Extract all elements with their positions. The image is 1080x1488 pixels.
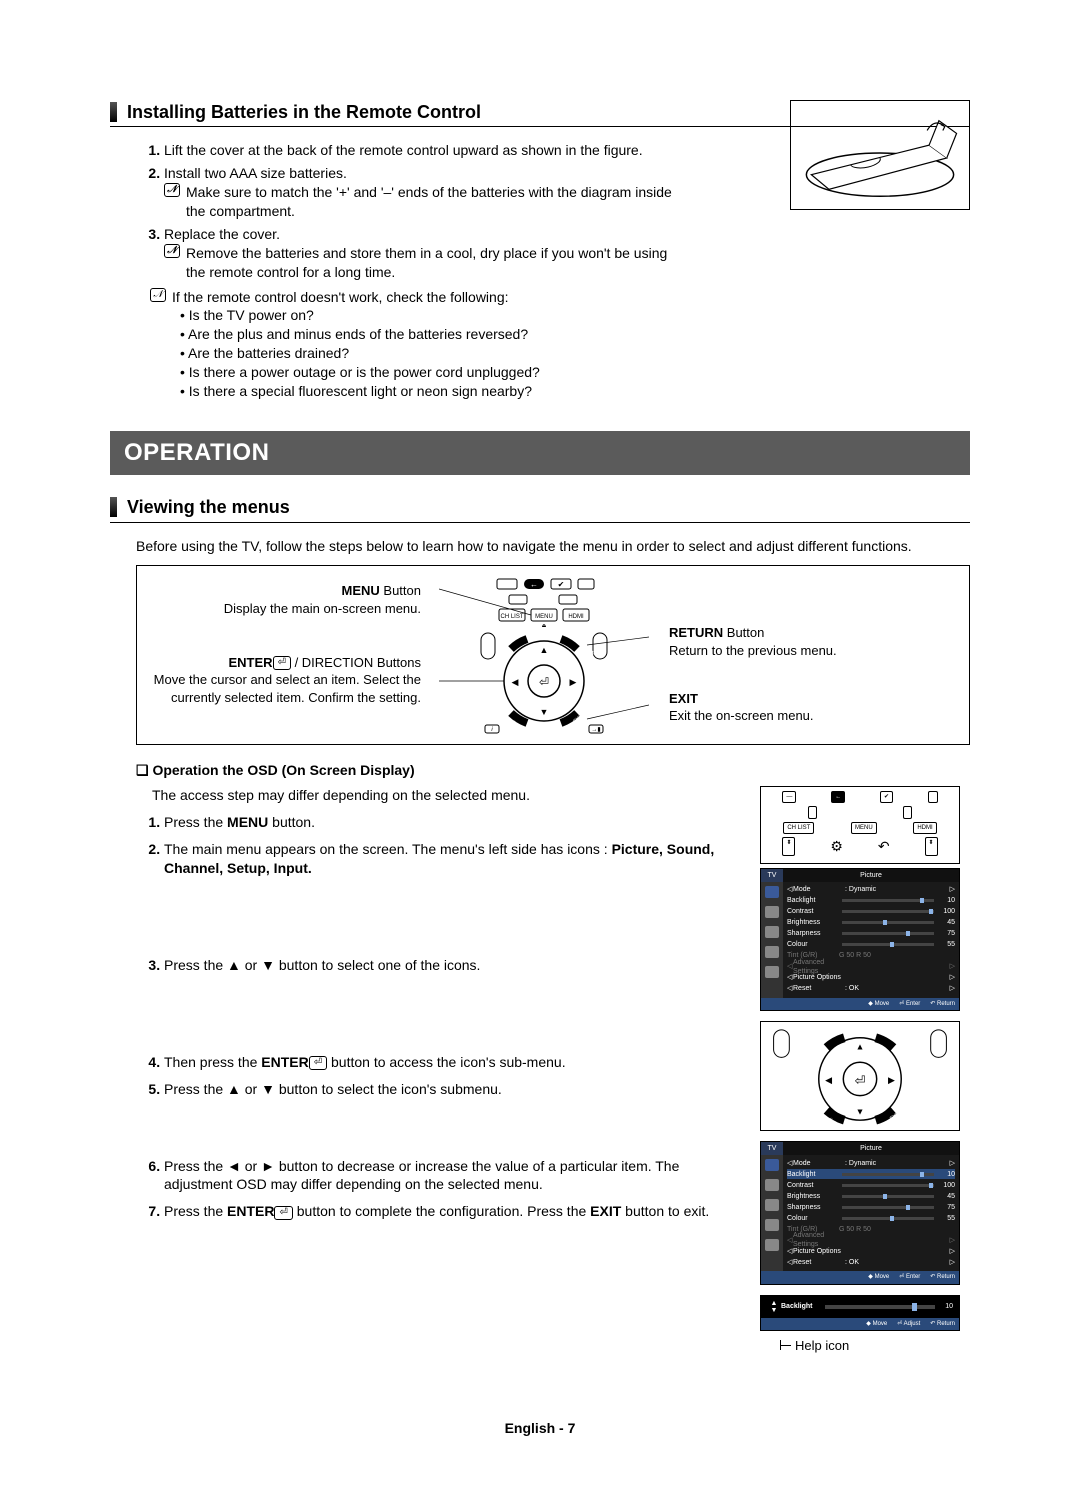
svg-text:▲: ▲ bbox=[540, 645, 549, 655]
return-label: RETURN bbox=[669, 625, 723, 640]
step-2: Install two AAA size batteries. 𝒩 Make s… bbox=[164, 164, 684, 221]
svg-text:MENU: MENU bbox=[535, 614, 553, 620]
return-desc: Return to the previous menu. bbox=[669, 643, 837, 658]
section-heading-menus: Viewing the menus bbox=[110, 495, 970, 522]
return-after: Button bbox=[723, 625, 764, 640]
svg-text:→▮: →▮ bbox=[591, 727, 600, 733]
check-item: Are the plus and minus ends of the batte… bbox=[180, 325, 970, 344]
osd-step-4: Then press the ENTER⏎ button to access t… bbox=[164, 1053, 742, 1072]
hdmi-button: HDMI bbox=[913, 822, 936, 834]
backlight-figure: ▲▼ Backlight 10 ◆ Move ⏎ Adjust ↶ Return bbox=[760, 1295, 960, 1331]
check-item: Is the TV power on? bbox=[180, 306, 970, 325]
remote-diagram-box: MENU Button Display the main on-screen m… bbox=[136, 565, 970, 745]
backlight-slider bbox=[825, 1305, 935, 1309]
enter-after: / DIRECTION Buttons bbox=[291, 655, 421, 670]
remote-illustration: ← ✔ CH LIST MENU ⏏ HDMI bbox=[429, 576, 659, 734]
check-item: Is there a power outage or is the power … bbox=[180, 363, 970, 382]
menu-button-desc: MENU Button Display the main on-screen m… bbox=[149, 582, 421, 617]
osd-step-3: Press the ▲ or ▼ button to select one of… bbox=[164, 956, 742, 975]
enter-icon: ⏎ bbox=[273, 656, 291, 670]
menu-button: MENU bbox=[851, 822, 877, 834]
svg-text:⏎: ⏎ bbox=[855, 1073, 866, 1088]
help-icon-callout: Help icon bbox=[772, 1337, 970, 1355]
check-item: Are the batteries drained? bbox=[180, 344, 970, 363]
up-down-arrows: ▲▼ bbox=[767, 1300, 781, 1314]
svg-text:←: ← bbox=[530, 580, 538, 589]
svg-text:▶: ▶ bbox=[888, 1075, 895, 1085]
check-item: Is there a special fluorescent light or … bbox=[180, 382, 970, 401]
osd-step-2: The main menu appears on the screen. The… bbox=[164, 840, 742, 878]
osd-heading: Operation the OSD (On Screen Display) bbox=[136, 761, 970, 780]
osd-step-6: Press the ◄ or ► button to decrease or i… bbox=[164, 1157, 742, 1195]
tv-menu-figure-2: TVPicture◁Mode: Dynamic▷Backlight10Contr… bbox=[760, 1141, 960, 1285]
tv-menu-figure-1: TVPicture◁Mode: Dynamic▷Backlight10Contr… bbox=[760, 868, 960, 1012]
note-icon: 𝒩 bbox=[150, 288, 166, 302]
exit-label: EXIT bbox=[669, 691, 698, 706]
svg-text:▼: ▼ bbox=[540, 707, 549, 717]
step-3-text: Replace the cover. bbox=[164, 226, 280, 242]
enter-icon: ⏎ bbox=[274, 1206, 292, 1220]
return-icon: ↶ bbox=[878, 837, 890, 856]
step2-note: Make sure to match the '+' and '–' ends … bbox=[186, 183, 684, 221]
svg-text:CH LIST: CH LIST bbox=[500, 614, 523, 620]
enter-button-desc: ENTER⏎ / DIRECTION Buttons Move the curs… bbox=[149, 654, 421, 707]
osd-step-5: Press the ▲ or ▼ button to select the ic… bbox=[164, 1080, 742, 1099]
chlist-button: CH LIST bbox=[783, 822, 814, 834]
dpad-figure: ⏎ ▲ ▼ ◀ ▶ TOOLS RETURN INFO EXIT bbox=[760, 1021, 960, 1131]
enter-label: ENTER bbox=[229, 655, 273, 670]
backlight-label: Backlight bbox=[781, 1302, 821, 1311]
return-button-desc: RETURN Button Return to the previous men… bbox=[669, 624, 957, 659]
step-1-text: Lift the cover at the back of the remote… bbox=[164, 142, 643, 158]
menu-desc: Display the main on-screen menu. bbox=[224, 601, 421, 616]
menu-label-after: Button bbox=[380, 583, 421, 598]
section-title: Viewing the menus bbox=[127, 495, 290, 519]
osd-step-7: Press the ENTER⏎ button to complete the … bbox=[164, 1202, 742, 1221]
enter-icon: ⏎ bbox=[309, 1056, 327, 1070]
operation-bar: OPERATION bbox=[110, 431, 970, 475]
section-title: Installing Batteries in the Remote Contr… bbox=[127, 100, 481, 124]
backlight-value: 10 bbox=[939, 1302, 953, 1311]
svg-text:HDMI: HDMI bbox=[568, 614, 584, 620]
page-footer: English - 7 bbox=[0, 1419, 1080, 1438]
svg-text:⏏: ⏏ bbox=[542, 623, 547, 629]
menu-label: MENU bbox=[342, 583, 380, 598]
battery-figure bbox=[790, 100, 970, 210]
exit-button-desc: EXIT Exit the on-screen menu. bbox=[669, 690, 957, 725]
svg-text:▶: ▶ bbox=[570, 677, 577, 687]
section-mark bbox=[110, 497, 117, 517]
osd-intro: The access step may differ depending on … bbox=[152, 786, 742, 805]
enter-desc: Move the cursor and select an item. Sele… bbox=[154, 672, 421, 705]
step3-note: Remove the batteries and store them in a… bbox=[186, 244, 684, 282]
svg-text:▲: ▲ bbox=[856, 1042, 865, 1052]
section-mark bbox=[110, 102, 117, 122]
step-3: Replace the cover. 𝒩 Remove the batterie… bbox=[164, 225, 684, 282]
check-intro: If the remote control doesn't work, chec… bbox=[172, 288, 509, 307]
step-1: Lift the cover at the back of the remote… bbox=[164, 141, 684, 160]
svg-text:◀: ◀ bbox=[512, 677, 519, 687]
note-icon: 𝒩 bbox=[164, 244, 180, 258]
svg-text:⏎: ⏎ bbox=[539, 675, 549, 689]
exit-desc: Exit the on-screen menu. bbox=[669, 708, 814, 723]
osd-step-1: Press the MENU button. bbox=[164, 813, 742, 832]
viewing-intro: Before using the TV, follow the steps be… bbox=[136, 537, 970, 556]
svg-text:✔: ✔ bbox=[558, 580, 565, 589]
step-2-text: Install two AAA size batteries. bbox=[164, 165, 347, 181]
check-list: Is the TV power on? Are the plus and min… bbox=[180, 306, 970, 400]
svg-text:▼: ▼ bbox=[856, 1106, 865, 1116]
svg-text:◀: ◀ bbox=[825, 1075, 832, 1085]
note-icon: 𝒩 bbox=[164, 183, 180, 197]
svg-text:RETURN: RETURN bbox=[892, 1039, 912, 1057]
remote-top-figure: — ← ✔ CH LIST MENU HDMI ⬍ ⚙ ↶ bbox=[760, 786, 960, 863]
tools-icon: ⚙ bbox=[830, 837, 843, 856]
